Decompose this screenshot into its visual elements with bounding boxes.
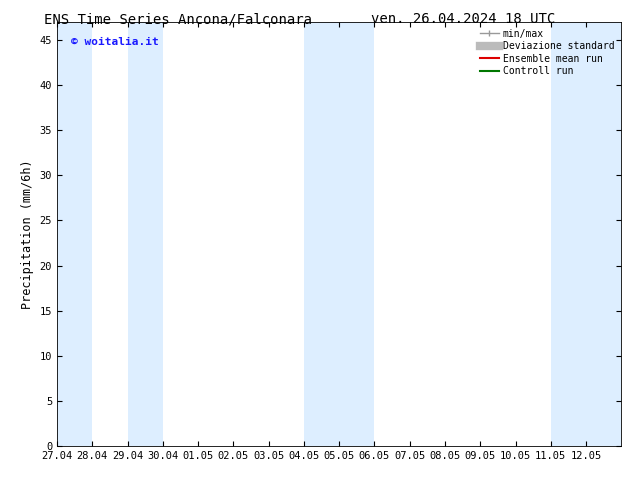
Bar (551, 22, 621, 446)
Y-axis label: Precipitation (mm/6h): Precipitation (mm/6h) (21, 159, 34, 309)
Text: ven. 26.04.2024 18 UTC: ven. 26.04.2024 18 UTC (371, 12, 555, 26)
Bar (127, 22, 163, 446)
Text: © woitalia.it: © woitalia.it (71, 37, 159, 47)
Text: ENS Time Series Ancona/Falconara: ENS Time Series Ancona/Falconara (44, 12, 311, 26)
Bar (57, 22, 93, 446)
Legend: min/max, Deviazione standard, Ensemble mean run, Controll run: min/max, Deviazione standard, Ensemble m… (477, 27, 616, 78)
Bar (304, 22, 375, 446)
